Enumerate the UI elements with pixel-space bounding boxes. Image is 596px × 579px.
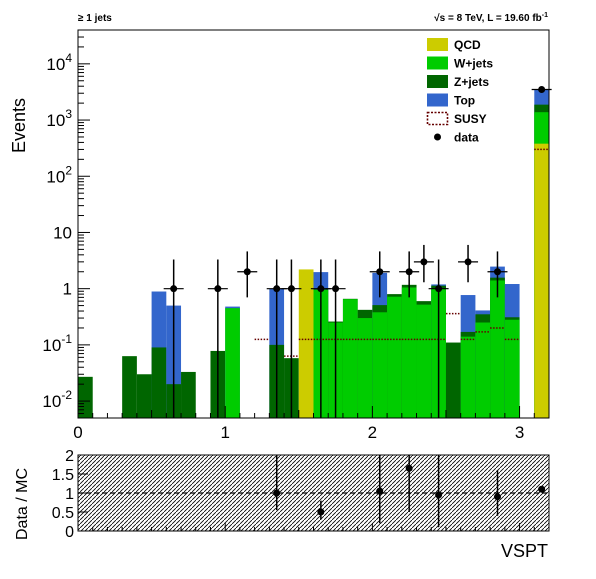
data-point-3 <box>273 285 281 293</box>
y-tick-label-6: 104 <box>46 51 72 74</box>
ratio-y-tick-label-3: 1.5 <box>52 467 74 484</box>
ratio-points <box>273 455 546 528</box>
ratio-point-5 <box>493 493 501 501</box>
x-tick-label-0: 0 <box>73 423 82 442</box>
legend: QCD W+jets Z+jets Top SUSY data <box>426 38 493 145</box>
ratio-point-6 <box>538 485 546 493</box>
x-tick-label-2: 2 <box>368 423 377 442</box>
legend-label-wjets: W+jets <box>454 57 493 71</box>
data-point-4 <box>287 285 295 293</box>
ratio-point-2 <box>376 487 384 495</box>
data-points <box>163 85 552 418</box>
ratio-point-3 <box>405 464 413 472</box>
legend-swatch-wjets <box>427 56 448 70</box>
bar-qcd-26 <box>534 143 549 418</box>
bar-wjets-17 <box>387 296 402 418</box>
bar-zjets-3 <box>151 347 167 418</box>
main-axes: 0 1 2 3 10-2 10-1 1 10 102 103 104 <box>42 29 550 442</box>
bar-zjets-5 <box>181 371 196 418</box>
data-point-11 <box>464 258 472 266</box>
bar-wjets-15 <box>357 318 373 418</box>
ratio-y-tick-label-2: 1 <box>65 486 74 503</box>
lumi-label-exponent: -1 <box>542 12 548 19</box>
lumi-label-main: √s = 8 TeV, L = 19.60 fb <box>434 13 542 24</box>
x-tick-label-1: 1 <box>220 423 229 442</box>
ratio-y-axis-title: Data / MC <box>14 468 31 540</box>
bar-wjets-25 <box>504 319 520 418</box>
legend-swatch-qcd <box>427 38 448 51</box>
bar-wjets-7 <box>225 308 240 418</box>
bar-zjets-1 <box>122 356 137 418</box>
y-tick-label-2: 1 <box>63 280 72 299</box>
data-point-12 <box>493 268 501 276</box>
data-point-6 <box>332 285 340 293</box>
lumi-label: √s = 8 TeV, L = 19.60 fb-1 <box>434 12 548 24</box>
legend-label-zjets: Z+jets <box>454 75 489 89</box>
legend-swatch-susy <box>426 111 449 126</box>
bar-qcd-11 <box>298 269 314 418</box>
data-point-10 <box>435 285 443 293</box>
ratio-point-0 <box>273 489 281 497</box>
jet-multiplicity-label: ≥ 1 jets <box>78 13 112 24</box>
legend-label-data: data <box>454 131 479 145</box>
data-point-7 <box>376 268 384 276</box>
bar-zjets-21 <box>445 342 461 418</box>
ratio-point-4 <box>435 491 443 499</box>
ratio-y-tick-label-0: 0 <box>65 524 74 541</box>
data-point-13 <box>538 85 546 93</box>
y-axis-title: Events <box>9 98 29 153</box>
bar-zjets-0 <box>78 376 93 418</box>
bar-wjets-23 <box>475 322 491 418</box>
legend-label-qcd: QCD <box>454 38 481 52</box>
y-tick-label-4: 102 <box>46 163 72 186</box>
bar-zjets-2 <box>136 374 152 418</box>
susy-overlay <box>254 148 549 357</box>
ratio-y-tick-label-4: 2 <box>65 448 74 465</box>
ratio-y-tick-label-1: 0.5 <box>52 505 74 522</box>
bar-wjets-22 <box>460 336 476 418</box>
legend-label-top: Top <box>454 94 475 108</box>
legend-marker-data <box>434 133 441 141</box>
bar-wjets-18 <box>401 287 417 418</box>
y-tick-label-5: 103 <box>46 107 72 130</box>
bar-wjets-16 <box>372 312 388 418</box>
bar-wjets-14 <box>342 299 358 418</box>
bar-wjets-24 <box>490 280 505 418</box>
legend-swatch-top <box>427 93 448 107</box>
legend-label-susy: SUSY <box>454 112 487 126</box>
data-point-8 <box>405 268 413 276</box>
x-axis-title: VSPT <box>501 541 548 561</box>
legend-swatch-zjets <box>427 75 448 88</box>
data-point-2 <box>243 268 251 276</box>
ratio-point-1 <box>317 508 325 516</box>
data-point-5 <box>317 285 325 293</box>
y-tick-label-0: 10-2 <box>42 388 72 411</box>
y-tick-label-3: 10 <box>53 223 72 242</box>
data-point-0 <box>170 285 178 293</box>
bar-wjets-19 <box>416 304 432 418</box>
data-point-1 <box>214 285 222 293</box>
ratio-axes: 0 0.5 1 1.5 2 <box>52 448 550 541</box>
x-tick-label-3: 3 <box>515 423 524 442</box>
data-point-9 <box>420 258 428 266</box>
y-tick-label-1: 10-1 <box>42 332 72 355</box>
stacked-histograms <box>78 89 549 418</box>
